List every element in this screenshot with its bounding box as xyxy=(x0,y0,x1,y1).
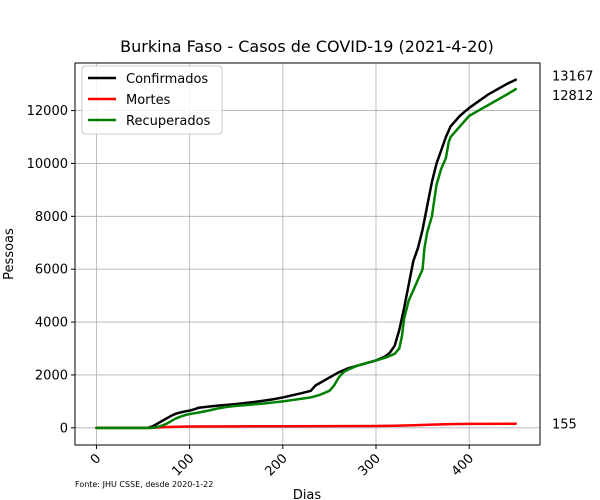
y-tick-label: 4000 xyxy=(35,316,68,331)
source-note: Fonte: JHU CSSE, desde 2020-1-22 xyxy=(75,480,213,489)
series-line-mortes xyxy=(95,422,518,430)
legend-label-recuperados: Recuperados xyxy=(126,114,211,129)
series-line-confirmados xyxy=(95,78,518,430)
y-tick-label: 12000 xyxy=(27,104,68,119)
y-tick-label: 0 xyxy=(60,421,68,436)
end-label-confirmados: 13167 xyxy=(552,70,593,85)
y-tick-label: 8000 xyxy=(35,210,68,225)
end-label-recuperados: 12812 xyxy=(552,89,593,104)
end-labels: 13167 155 12812 xyxy=(552,70,593,433)
y-tick-label: 10000 xyxy=(27,157,68,172)
x-tick-label: 300 xyxy=(356,451,384,479)
x-tick-label: 0 xyxy=(88,451,104,467)
chart-title: Burkina Faso - Casos de COVID-19 (2021-4… xyxy=(120,37,494,56)
legend-label-confirmados: Confirmados xyxy=(126,72,208,87)
x-tick-label: 100 xyxy=(169,451,197,479)
y-tick-label: 6000 xyxy=(35,263,68,278)
legend-label-mortes: Mortes xyxy=(126,93,171,108)
x-tick-label: 200 xyxy=(262,451,290,479)
series-line-recuperados xyxy=(95,87,518,430)
legend-box xyxy=(81,65,223,135)
x-axis-label: Dias xyxy=(293,488,322,500)
y-axis-label: Pessoas xyxy=(2,228,17,280)
series-lines xyxy=(95,78,518,430)
plot-frame xyxy=(74,62,541,446)
y-tick-label: 2000 xyxy=(35,368,68,383)
legend: Confirmados Mortes Recuperados xyxy=(81,65,223,135)
x-tick-label: 400 xyxy=(449,451,477,479)
end-label-mortes: 155 xyxy=(552,418,577,433)
